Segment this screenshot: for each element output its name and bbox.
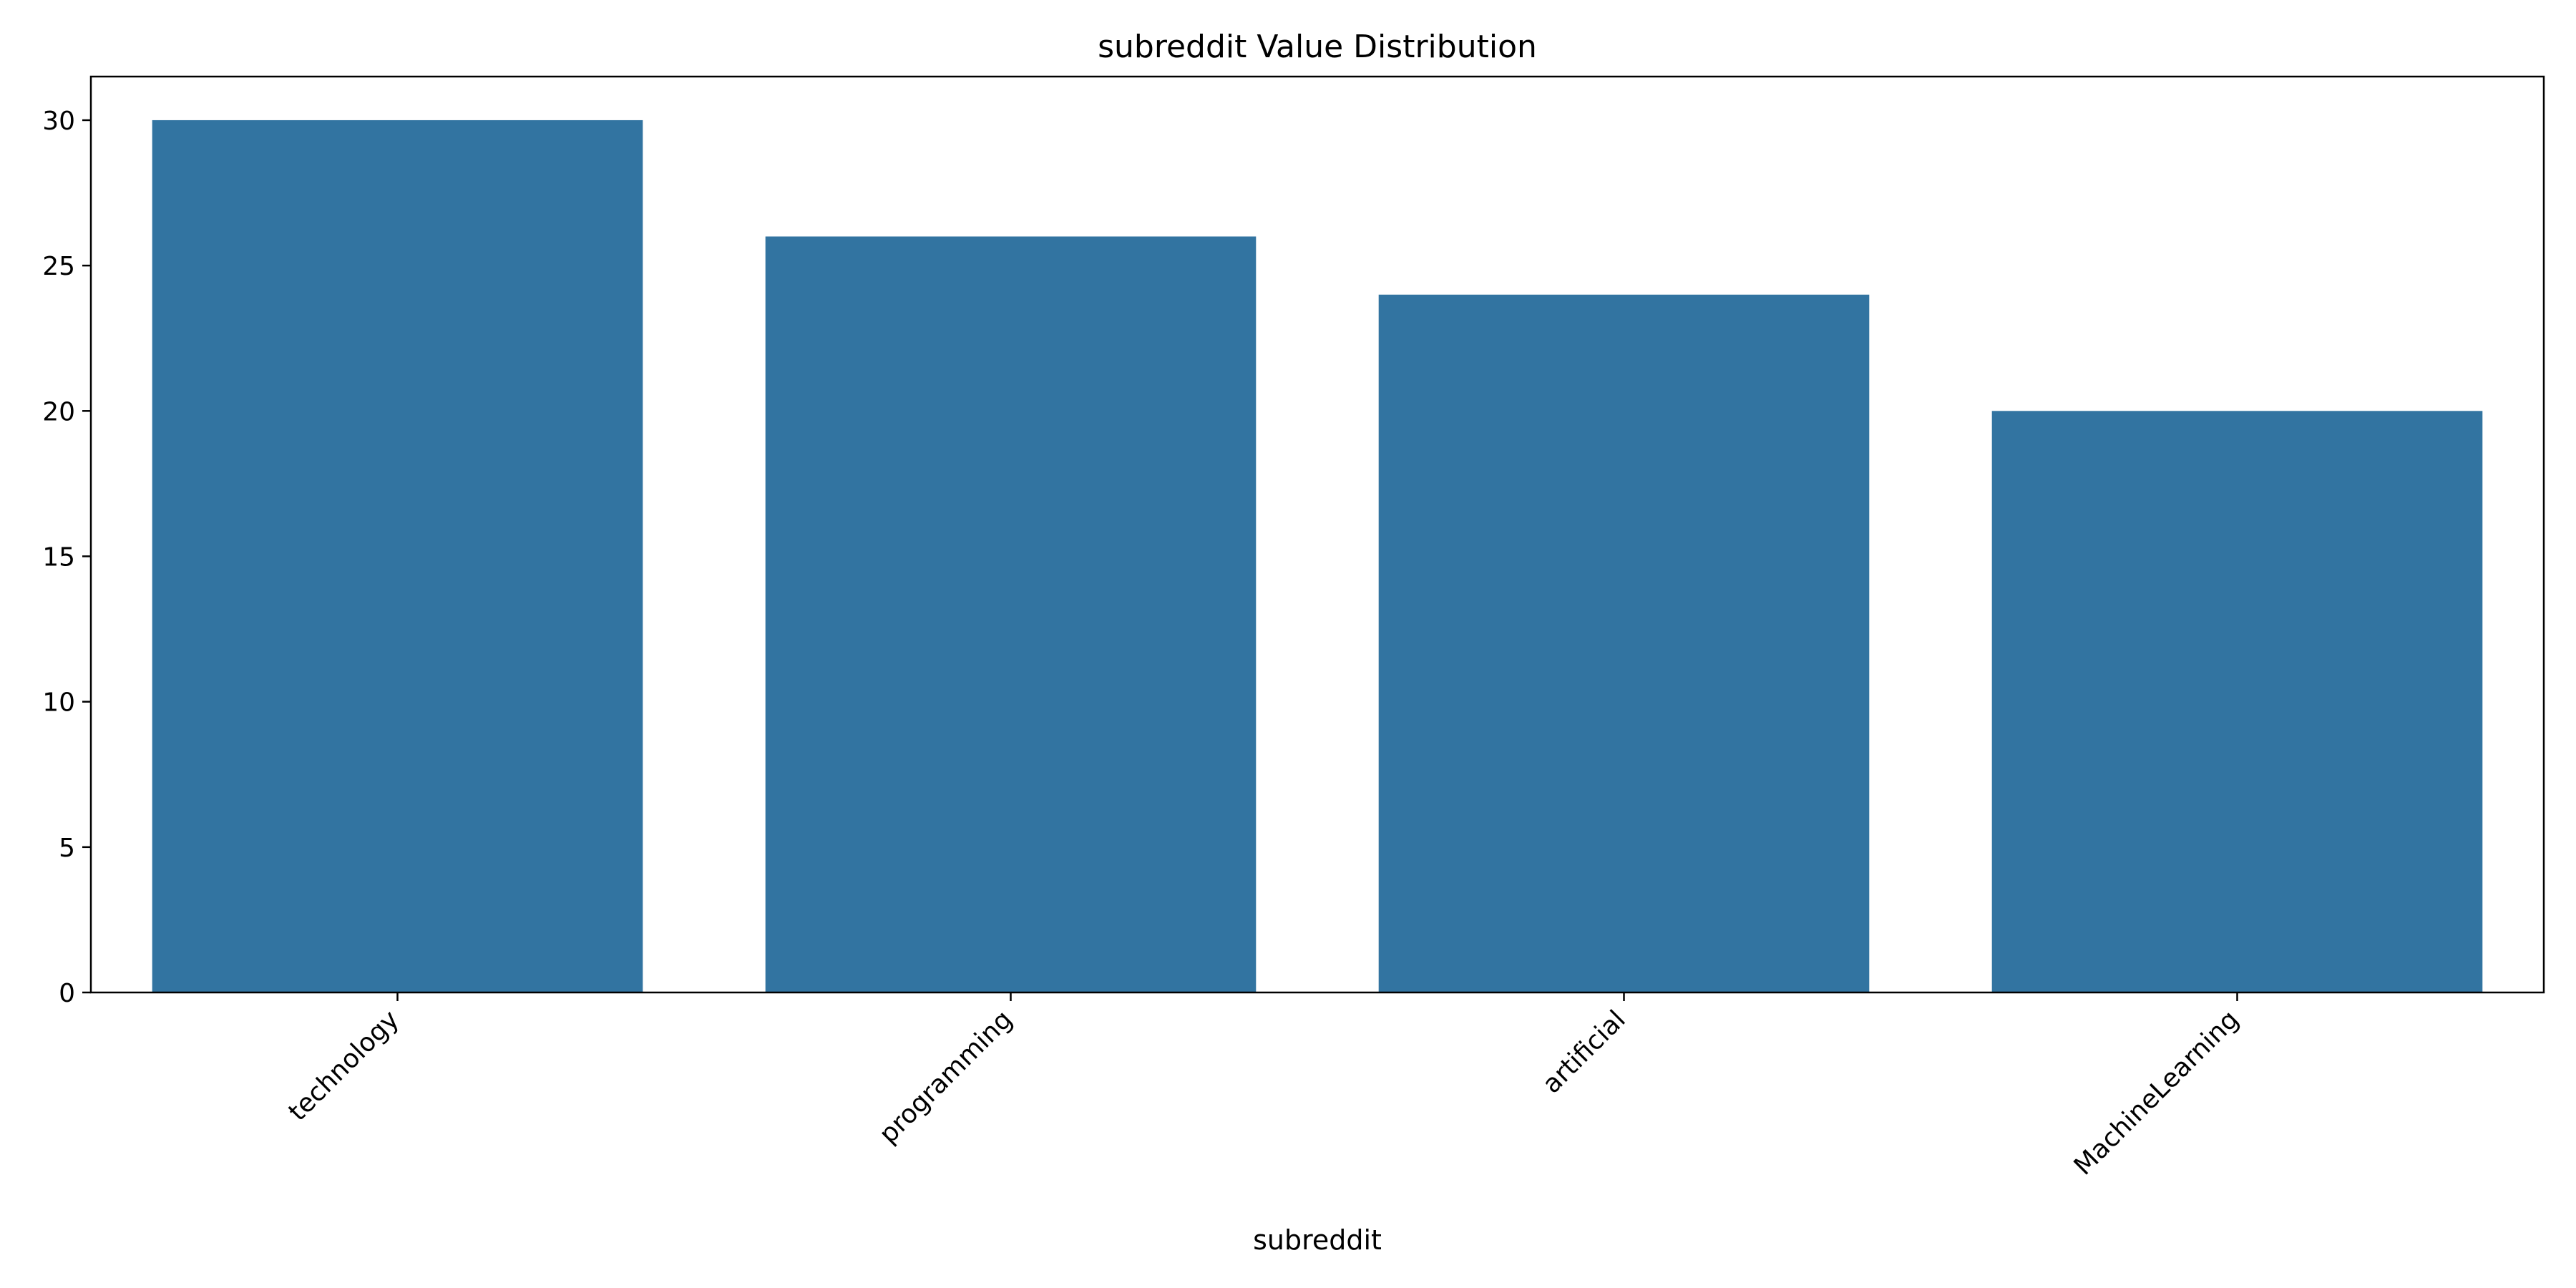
y-tick-label: 30 (42, 107, 75, 136)
chart-title: subreddit Value Distribution (1098, 29, 1537, 65)
bar-artificial (1378, 294, 1870, 992)
y-tick-label: 0 (59, 979, 75, 1008)
bars-group (152, 119, 2483, 992)
plot-frame (89, 75, 2545, 994)
y-tick-label: 10 (42, 688, 75, 718)
bar-programming (765, 236, 1257, 992)
bar-technology (152, 119, 643, 992)
x-axis-label: subreddit (1253, 1224, 1382, 1256)
y-axis-ticks: 0 5 10 15 20 25 30 (42, 107, 91, 1008)
y-tick-label: 5 (59, 834, 75, 863)
bar-MachineLearning (1991, 411, 2483, 992)
y-tick-label: 20 (42, 397, 75, 426)
y-tick-label: 25 (42, 252, 75, 281)
y-tick-label: 15 (42, 542, 75, 572)
